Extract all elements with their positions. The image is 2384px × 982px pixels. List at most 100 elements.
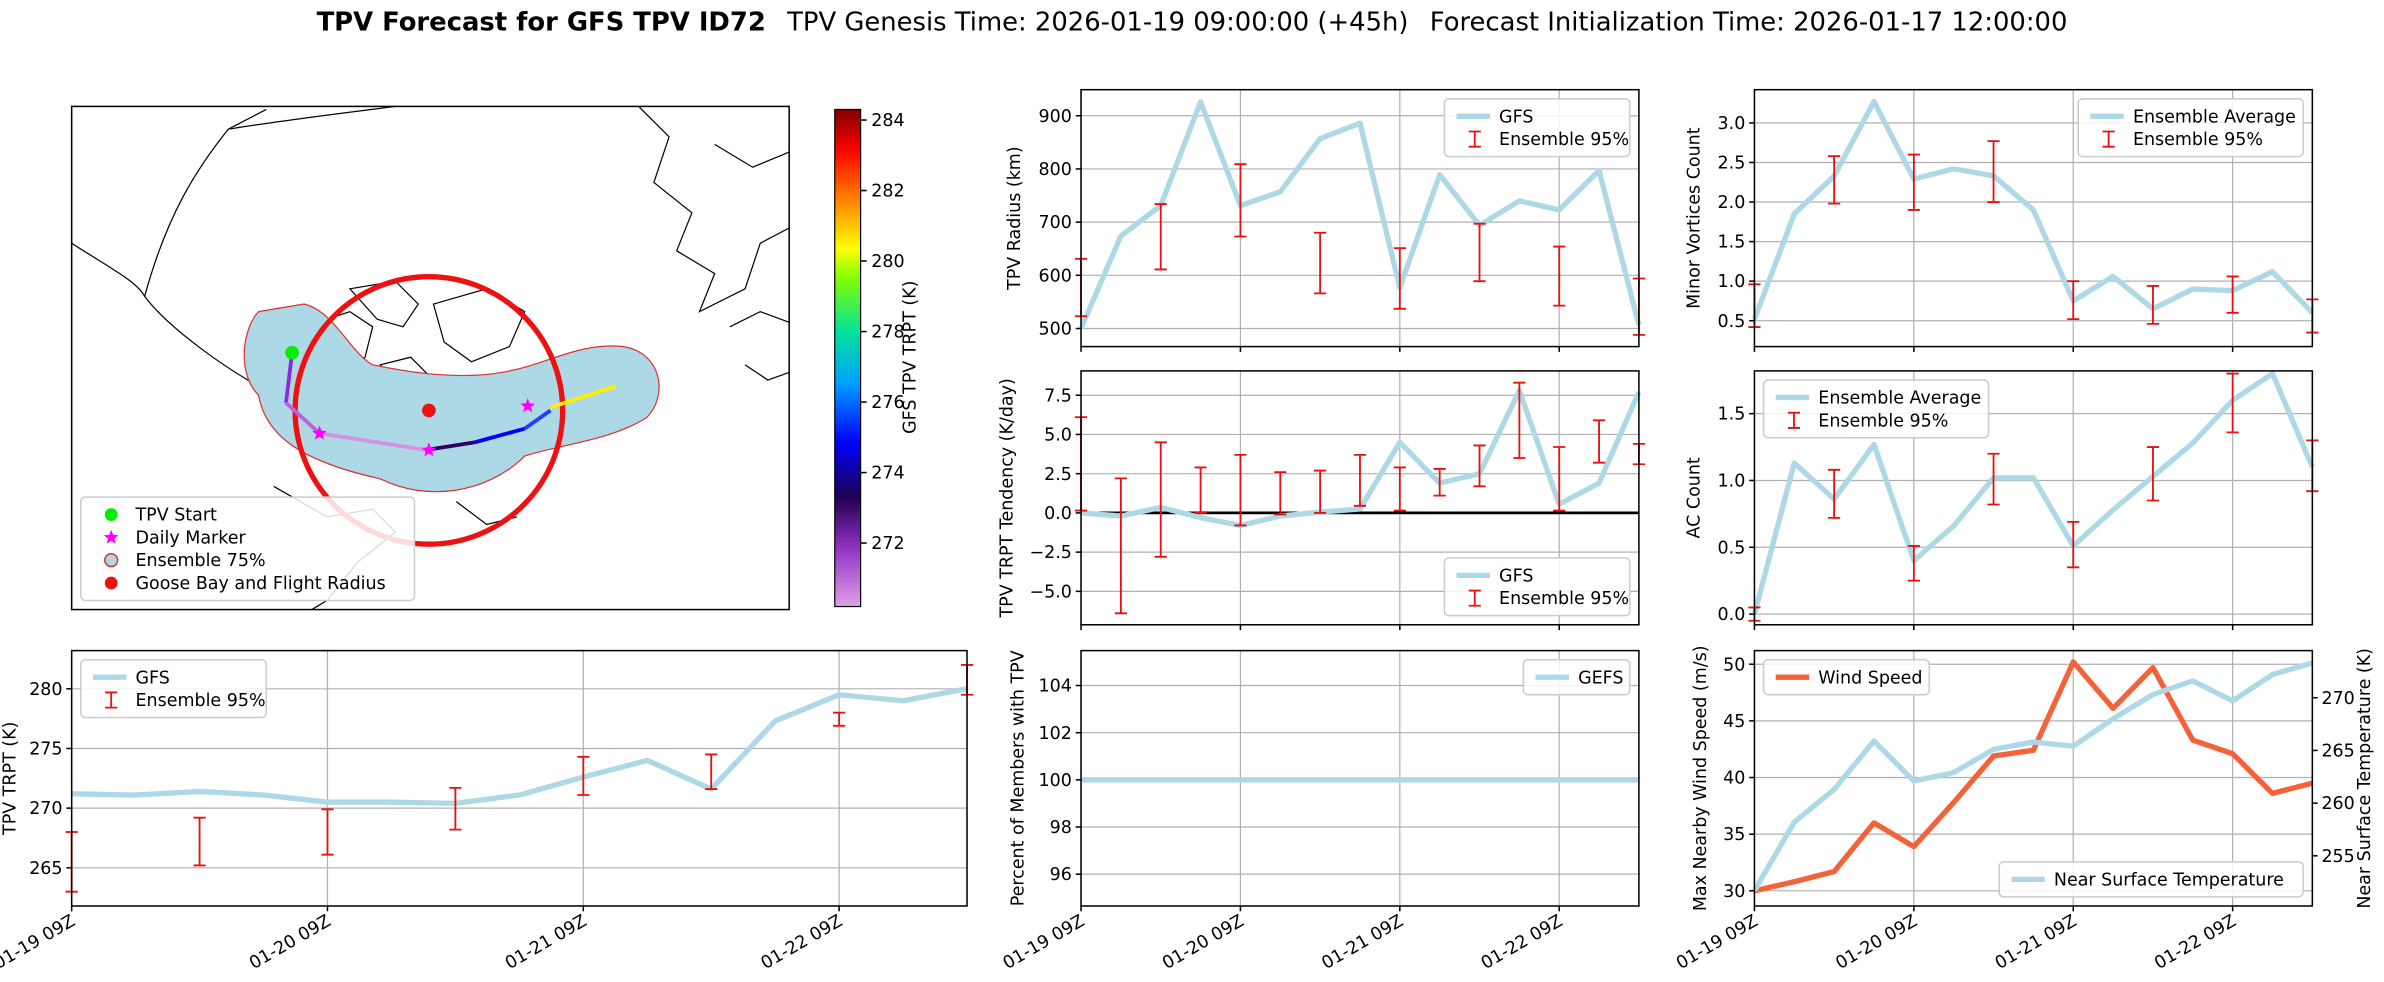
legend-box: [80, 658, 268, 719]
legend-marker: [104, 576, 118, 590]
series-line: [71, 686, 968, 807]
y-tick-label: 1.5: [1718, 233, 1746, 253]
legend-box: [1762, 658, 1931, 696]
y2-tick-label: 270: [2321, 689, 2354, 709]
figure-title: TPV Forecast for GFS TPV ID72 TPV Genesis…: [317, 7, 2068, 37]
y-tick-label: 2.5: [1718, 154, 1746, 174]
legend-label: GFS: [1499, 566, 1533, 586]
error-bar: [2067, 280, 2080, 321]
series-line: [1751, 370, 2315, 615]
legend-box: [1762, 379, 1990, 439]
y-tick-label: 30: [1723, 882, 1745, 902]
error-bar: [1274, 471, 1287, 516]
error-bar: [1353, 453, 1367, 507]
legend-label: Daily Marker: [136, 528, 247, 548]
legend-label: TPV Start: [135, 506, 218, 526]
legend-label: Ensemble 75%: [136, 551, 266, 571]
title-main: TPV Forecast for GFS TPV ID72: [317, 7, 766, 37]
y2-tick-label: 260: [2321, 794, 2354, 814]
y-tick-label: 7.5: [1044, 386, 1072, 406]
y-tick-label: 1.0: [1718, 272, 1746, 292]
colorbar-label: GFS TPV TRPT (K): [900, 281, 920, 434]
y-tick-label: −2.5: [1029, 543, 1071, 563]
y-tick-label: 270: [29, 799, 62, 819]
legend-label: Ensemble Average: [1818, 389, 1981, 409]
error-bar: [1314, 231, 1327, 295]
series-line: [1078, 99, 1642, 330]
error-bar: [1553, 245, 1566, 307]
y-tick-label: 0.5: [1718, 312, 1746, 332]
y-tick-label: 35: [1723, 825, 1745, 845]
error-bar: [1234, 453, 1247, 527]
y-axis-label: TPV Radius (km): [1005, 146, 1025, 291]
x-tick-label: 01-20 09Z: [246, 911, 334, 974]
y-tick-label: 265: [29, 859, 62, 879]
map-frame: [70, 105, 790, 611]
legend-label: Ensemble 95%: [1499, 130, 1629, 150]
error-bar: [321, 808, 334, 856]
y-tick-label: 0.5: [1718, 538, 1746, 558]
y-tick-label: 0.0: [1044, 504, 1072, 524]
x-tick-label: 01-21 09Z: [1318, 911, 1406, 974]
legend-label: Goose Bay and Flight Radius: [136, 574, 386, 594]
y-axis-label: Percent of Members with TPV: [1008, 650, 1028, 906]
series-line: [1752, 660, 2314, 892]
colorbar: [834, 108, 862, 608]
legend-errorbar: [1468, 130, 1481, 148]
y-tick-label: 900: [1039, 107, 1072, 127]
error-bar: [705, 753, 718, 790]
y-axis-label: Minor Vortices Count: [1685, 127, 1705, 309]
colorbar-tick-label: 280: [871, 252, 904, 272]
error-bar: [193, 816, 206, 867]
error-bar: [1433, 468, 1446, 497]
legend-box: [1522, 658, 1631, 696]
y-tick-label: 800: [1039, 160, 1072, 180]
y-tick-label: 2.5: [1044, 465, 1072, 485]
y-tick-label: 1.5: [1718, 405, 1746, 425]
legend-marker: [103, 529, 119, 544]
legend-label: GEFS: [1578, 668, 1623, 688]
error-bar: [2146, 284, 2160, 325]
ensemble-75-area: [243, 303, 660, 493]
x-tick-label: 01-21 09Z: [1992, 911, 2080, 974]
colorbar-tick-label: 282: [871, 182, 904, 202]
error-bar: [1553, 446, 1566, 512]
legend-box: [1998, 861, 2304, 898]
legend-errorbar: [2102, 130, 2115, 148]
x-tick-label: 01-20 09Z: [1159, 911, 1247, 974]
y-axis-label: TPV TRPT Tendency (K/day): [998, 378, 1018, 618]
x-tick-label: 01-19 09Z: [0, 911, 79, 974]
x-tick-label: 01-21 09Z: [502, 911, 590, 974]
error-bar: [1907, 545, 1920, 582]
error-bar: [1314, 469, 1327, 514]
error-bar: [1987, 452, 2000, 506]
error-bar: [1828, 155, 1841, 205]
y-tick-label: 102: [1039, 724, 1072, 744]
legend-box: [1443, 557, 1631, 617]
plot-frame: [70, 649, 968, 907]
y2-tick-label: 265: [2321, 742, 2354, 762]
error-bar: [2146, 446, 2160, 502]
legend-label: Ensemble 95%: [136, 691, 266, 711]
error-bar: [2226, 372, 2239, 434]
legend-box: [2077, 98, 2304, 158]
legend-errorbar: [105, 691, 118, 709]
legend-errorbar: [1468, 589, 1481, 607]
y-tick-label: 280: [29, 680, 62, 700]
x-tick-label: 01-22 09Z: [758, 911, 846, 974]
plot-frame: [1080, 649, 1640, 907]
error-bar: [2067, 520, 2080, 569]
x-tick-label: 01-19 09Z: [1673, 911, 1761, 974]
y-tick-label: 5.0: [1044, 426, 1072, 446]
x-tick-label: 01-20 09Z: [1833, 911, 1921, 974]
series-line: [1753, 659, 2313, 894]
tpv-start: [285, 345, 299, 360]
error-bar: [1393, 247, 1406, 310]
y-tick-label: 50: [1723, 655, 1745, 675]
y-tick-label: 45: [1723, 712, 1745, 732]
title-genesis: TPV Genesis Time: 2026-01-19 09:00:00 (+…: [786, 7, 1408, 37]
y-tick-label: 3.0: [1718, 114, 1746, 134]
x-tick-label: 01-22 09Z: [2151, 911, 2239, 974]
title-init: Forecast Initialization Time: 2026-01-17…: [1430, 7, 2068, 37]
daily-markers: [312, 398, 536, 457]
